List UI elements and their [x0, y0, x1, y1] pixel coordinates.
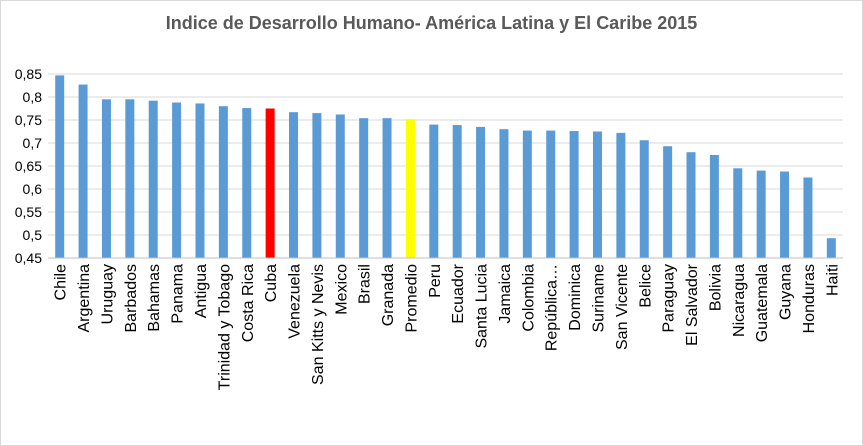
- category-label: Argentina: [76, 264, 93, 333]
- bar: [55, 75, 65, 258]
- bar: [826, 238, 836, 258]
- category-label: Chile: [53, 264, 70, 301]
- category-label: Guyana: [778, 264, 795, 320]
- bar: [616, 132, 626, 258]
- y-axis-ticks: 0,45 0,5 0,55 0,6 0,65 0,7 0,75 0,8 0,85: [15, 66, 42, 266]
- bar: [148, 100, 158, 259]
- category-label: Haiti: [824, 264, 841, 296]
- category-label: El Salvador: [684, 263, 701, 345]
- bar: [499, 129, 509, 258]
- y-tick-label: 0,75: [15, 112, 42, 128]
- category-label: Barbados: [123, 264, 140, 333]
- bar: [709, 154, 719, 258]
- bar: [218, 106, 228, 258]
- bar: [265, 108, 275, 258]
- bar: [663, 146, 673, 258]
- category-label: Promedio: [403, 264, 420, 333]
- bar: [429, 124, 439, 258]
- category-label: Peru: [427, 264, 444, 298]
- bar: [686, 152, 696, 258]
- category-label: Trinidad y Tobago: [216, 264, 233, 390]
- category-label: Colombia: [520, 264, 537, 332]
- category-label: San Vicente: [614, 264, 631, 350]
- category-label: Ecuador: [450, 263, 467, 323]
- bar: [452, 125, 462, 258]
- category-label: Honduras: [801, 264, 818, 333]
- bar: [639, 140, 649, 258]
- category-labels: Chile Argentina Uruguay Barbados Bahamas Pana…: [53, 263, 842, 390]
- bar: [195, 103, 205, 258]
- category-label: Panama: [170, 264, 187, 324]
- chart-title: Indice de Desarrollo Humano- América Lat…: [165, 13, 698, 33]
- bar: [569, 131, 579, 258]
- bar: [172, 102, 182, 259]
- y-tick-label: 0,55: [15, 204, 42, 220]
- category-label: Guatemala: [754, 264, 771, 342]
- bar: [125, 99, 135, 258]
- bar: [405, 119, 415, 258]
- category-label: Bolivia: [707, 264, 724, 311]
- bar: [780, 171, 790, 258]
- category-label: Antigua: [193, 264, 210, 318]
- bar: [733, 168, 743, 258]
- category-label: Jamaica: [497, 264, 514, 324]
- bar: [242, 108, 252, 258]
- bar: [546, 130, 556, 258]
- category-label: Cuba: [263, 264, 280, 302]
- category-label: San Kitts y Nevis: [310, 264, 327, 385]
- category-label: Uruguay: [99, 264, 116, 324]
- bar: [335, 114, 345, 258]
- y-tick-label: 0,8: [23, 89, 43, 105]
- bar: [382, 118, 392, 258]
- bar: [289, 112, 299, 259]
- y-tick-label: 0,85: [15, 66, 42, 82]
- bar: [476, 126, 486, 259]
- bars: [55, 75, 836, 259]
- bar: [359, 118, 369, 258]
- y-tick-label: 0,6: [23, 181, 43, 197]
- gridlines: [48, 73, 843, 236]
- bar: [101, 99, 111, 258]
- category-label: Suriname: [590, 264, 607, 333]
- category-label: Venezuela: [287, 264, 304, 339]
- bar: [312, 113, 322, 258]
- y-tick-label: 0,7: [23, 135, 43, 151]
- category-label: Granada: [380, 264, 397, 326]
- y-tick-label: 0,65: [15, 158, 42, 174]
- category-label: Paraguay: [661, 264, 678, 333]
- category-label: Dominica: [567, 264, 584, 331]
- category-label: Bahamas: [146, 264, 163, 332]
- bar: [756, 170, 766, 258]
- category-label: Santa Lucia: [474, 264, 491, 349]
- bar: [78, 84, 88, 258]
- category-label: Nicaragua: [731, 264, 748, 337]
- y-tick-label: 0,45: [15, 250, 42, 266]
- bar: [592, 131, 602, 258]
- y-tick-label: 0,5: [23, 227, 43, 243]
- category-label: Mexico: [333, 264, 350, 315]
- category-label: Costa Rica: [240, 264, 257, 342]
- bar: [522, 130, 532, 258]
- category-label: Brasil: [357, 264, 374, 304]
- category-label: República…: [544, 264, 561, 351]
- bar: [803, 177, 813, 258]
- category-label: Belice: [637, 264, 654, 308]
